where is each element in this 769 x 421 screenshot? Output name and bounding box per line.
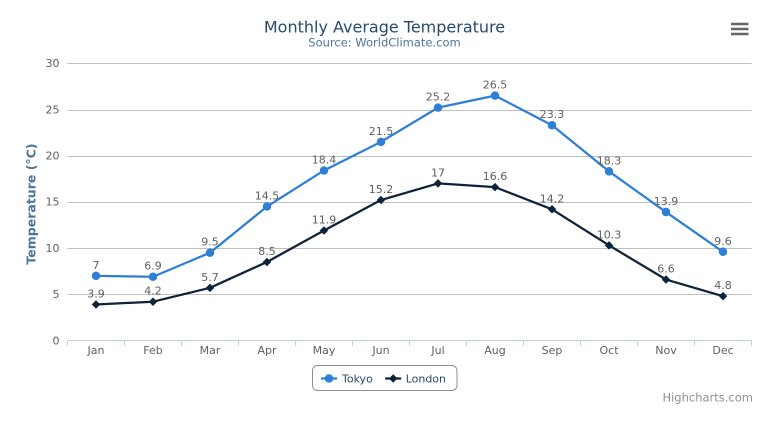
svg-text:Nov: Nov	[655, 344, 677, 357]
svg-text:London: London	[406, 373, 446, 386]
svg-text:May: May	[313, 344, 336, 357]
svg-text:20: 20	[46, 150, 60, 163]
svg-text:23.3: 23.3	[540, 108, 565, 121]
svg-text:18.4: 18.4	[312, 153, 337, 166]
svg-text:Monthly Average Temperature: Monthly Average Temperature	[264, 17, 505, 36]
svg-text:0: 0	[53, 334, 60, 347]
svg-text:13.9: 13.9	[654, 195, 679, 208]
svg-text:17: 17	[431, 166, 445, 179]
svg-text:30: 30	[46, 57, 60, 70]
svg-text:Apr: Apr	[257, 344, 277, 357]
svg-text:10: 10	[46, 242, 60, 255]
svg-text:5: 5	[53, 288, 60, 301]
svg-text:11.9: 11.9	[312, 214, 337, 227]
svg-text:Highcharts.com: Highcharts.com	[662, 391, 753, 405]
svg-text:4.8: 4.8	[714, 279, 732, 292]
svg-text:18.3: 18.3	[597, 154, 622, 167]
svg-text:15.2: 15.2	[369, 183, 394, 196]
svg-text:Dec: Dec	[712, 344, 733, 357]
svg-text:9.6: 9.6	[714, 235, 732, 248]
svg-text:14.2: 14.2	[540, 192, 565, 205]
svg-text:6.6: 6.6	[657, 263, 675, 276]
svg-text:Aug: Aug	[484, 344, 505, 357]
svg-text:Jul: Jul	[430, 344, 444, 357]
svg-text:Sep: Sep	[542, 344, 563, 357]
svg-text:4.2: 4.2	[144, 285, 162, 298]
svg-text:Jun: Jun	[371, 344, 389, 357]
svg-text:26.5: 26.5	[483, 79, 508, 92]
svg-text:Oct: Oct	[599, 344, 619, 357]
svg-text:9.5: 9.5	[201, 236, 219, 249]
svg-text:14.5: 14.5	[255, 190, 280, 203]
svg-text:Mar: Mar	[200, 344, 221, 357]
svg-text:Temperature (°C): Temperature (°C)	[24, 143, 39, 264]
svg-text:10.3: 10.3	[597, 228, 622, 241]
svg-text:Jan: Jan	[87, 344, 105, 357]
svg-text:6.9: 6.9	[144, 260, 162, 273]
svg-text:16.6: 16.6	[483, 170, 508, 183]
svg-text:21.5: 21.5	[369, 125, 394, 138]
svg-text:Tokyo: Tokyo	[341, 373, 373, 386]
svg-text:15: 15	[46, 196, 60, 209]
svg-text:5.7: 5.7	[201, 271, 219, 284]
svg-text:7: 7	[93, 259, 100, 272]
svg-text:Source: WorldClimate.com: Source: WorldClimate.com	[308, 36, 460, 50]
svg-text:8.5: 8.5	[258, 245, 276, 258]
svg-text:25.2: 25.2	[426, 91, 451, 104]
svg-text:3.9: 3.9	[87, 287, 105, 300]
svg-text:25: 25	[46, 103, 60, 116]
svg-text:Feb: Feb	[143, 344, 162, 357]
